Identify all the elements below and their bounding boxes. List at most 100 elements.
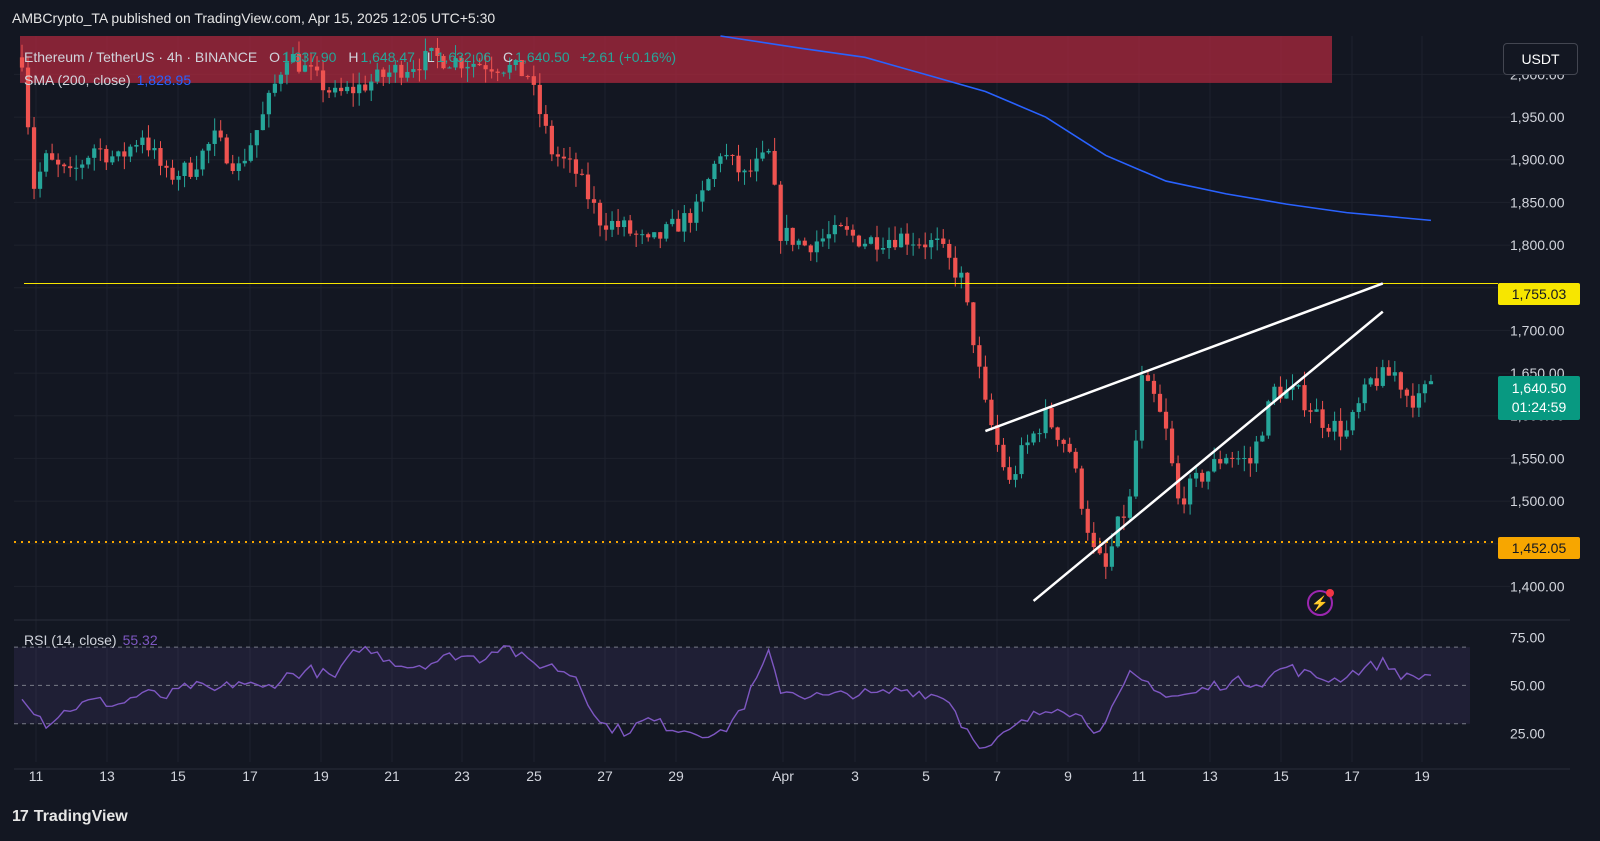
candle-body — [760, 152, 765, 159]
candle-body — [1296, 385, 1301, 387]
candle-body — [1242, 458, 1247, 460]
candle-body — [423, 50, 428, 71]
candle-body — [531, 76, 536, 85]
candle-body — [19, 57, 25, 68]
candle-body — [634, 233, 639, 235]
tradingview-brand[interactable]: 17 TradingView — [12, 808, 128, 826]
candle-body — [537, 84, 542, 115]
candle-body — [86, 157, 91, 165]
time-tick-label: 3 — [851, 768, 859, 784]
candle-body — [375, 69, 380, 82]
candle-body — [1302, 385, 1307, 411]
candle-body — [170, 167, 175, 180]
rsi-line — [21, 645, 1432, 750]
price-tick-label: 1,500.00 — [1510, 493, 1565, 509]
candle-body — [242, 160, 247, 164]
candle-body — [977, 345, 982, 367]
candle-body — [603, 225, 609, 230]
time-tick-label: 11 — [1132, 768, 1147, 784]
rsi-pane: 75.00 50.00 25.00 — [14, 630, 1545, 750]
rsi-tick-label: 75.00 — [1510, 630, 1545, 646]
candle-body — [983, 366, 988, 400]
candle-body — [194, 169, 199, 177]
candle-body — [1061, 439, 1066, 444]
candle-body — [1368, 378, 1373, 385]
price-tick-label: 1,950.00 — [1510, 109, 1565, 125]
last-price-value: 1,640.50 — [1511, 380, 1567, 396]
rising-wedge — [984, 282, 1384, 602]
candle-body — [615, 220, 621, 228]
candle-body — [1248, 458, 1253, 464]
candle-body — [965, 272, 970, 303]
candle-body — [369, 81, 374, 91]
candle-body — [959, 272, 964, 278]
chart-legend: Ethereum / TetherUS · 4h · BINANCE O 1,63… — [24, 46, 676, 92]
support-price-tag: 1,452.05 — [1498, 537, 1580, 559]
candle-body — [1332, 420, 1337, 432]
candle-body — [387, 72, 392, 77]
ohlc-row: Ethereum / TetherUS · 4h · BINANCE O 1,63… — [24, 46, 676, 69]
symbol-title[interactable]: Ethereum / TetherUS · 4h · BINANCE — [24, 49, 258, 65]
candle-body — [1109, 546, 1114, 567]
candle-body — [326, 90, 332, 93]
candle-body — [911, 244, 916, 246]
time-tick-label: 11 — [29, 768, 44, 784]
candle-body — [176, 176, 181, 180]
candle-body — [146, 137, 151, 151]
currency-button[interactable]: USDT — [1503, 43, 1578, 75]
candle-body — [92, 148, 97, 158]
candles — [19, 38, 1434, 579]
candle-body — [1404, 389, 1409, 396]
low-label: L — [426, 49, 435, 65]
time-tick-label: 5 — [922, 768, 930, 784]
candle-body — [947, 243, 952, 258]
price-tick-label: 1,700.00 — [1510, 322, 1565, 338]
time-tick-label: 15 — [1273, 768, 1289, 784]
time-tick-label: 17 — [242, 768, 258, 784]
candle-body — [591, 199, 597, 203]
candle-body — [320, 70, 326, 91]
candle-body — [278, 74, 284, 84]
candle-body — [74, 167, 79, 169]
candle-body — [43, 153, 49, 172]
candle-body — [935, 238, 940, 240]
candle-body — [104, 148, 109, 163]
candle-body — [381, 69, 386, 77]
candle-body — [820, 238, 825, 242]
candle-body — [850, 229, 856, 236]
candle-body — [62, 164, 67, 167]
candle-body — [1188, 478, 1193, 505]
candle-body — [1067, 443, 1072, 452]
publisher-header: AMBCrypto_TA published on TradingView.co… — [12, 10, 496, 26]
sma-row[interactable]: SMA (200, close) 1,828.95 — [24, 69, 676, 92]
candle-body — [898, 233, 904, 248]
candle-body — [640, 234, 645, 236]
candle-body — [736, 155, 741, 173]
candle-body — [886, 239, 892, 248]
candle-body — [1181, 498, 1187, 505]
rsi-tick-label: 25.00 — [1510, 725, 1545, 741]
candle-body — [122, 151, 127, 157]
candle-body — [1091, 532, 1096, 548]
candle-body — [1380, 367, 1385, 386]
candle-body — [1031, 433, 1036, 443]
candle-body — [308, 65, 314, 67]
rsi-legend[interactable]: RSI (14, close) 55.32 — [24, 632, 158, 648]
time-tick-label: 29 — [668, 768, 684, 784]
wedge-upper-line — [984, 282, 1384, 433]
candle-body — [646, 234, 651, 238]
candle-body — [1200, 472, 1205, 482]
candle-body — [405, 71, 410, 78]
candle-body — [784, 227, 789, 241]
candle-body — [892, 239, 898, 248]
candle-body — [1139, 375, 1145, 441]
close-value: 1,640.50 — [515, 49, 570, 65]
candle-body — [658, 232, 663, 239]
candle-body — [1157, 393, 1163, 412]
candle-body — [1266, 401, 1271, 436]
close-label: C — [503, 49, 514, 65]
supply-zone — [20, 36, 1332, 83]
lightning-icon[interactable]: ⚡ — [1307, 589, 1334, 616]
